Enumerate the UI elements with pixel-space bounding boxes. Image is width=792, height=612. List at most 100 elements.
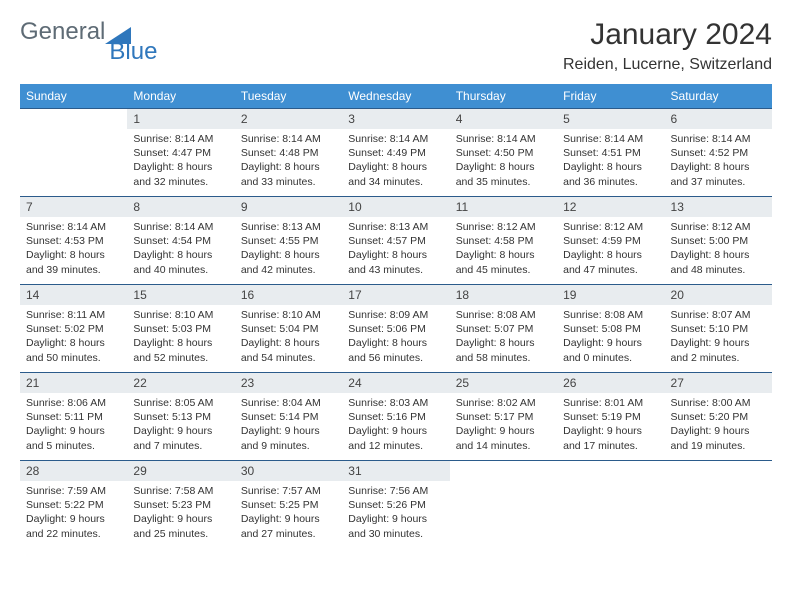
calendar-cell: 10Sunrise: 8:13 AMSunset: 4:57 PMDayligh… xyxy=(342,197,449,285)
daylight-line: Daylight: 9 hours and 30 minutes. xyxy=(348,512,443,540)
weekday-header: Thursday xyxy=(450,84,557,109)
sunrise-line: Sunrise: 7:56 AM xyxy=(348,484,443,498)
sunset-line: Sunset: 5:13 PM xyxy=(133,410,228,424)
day-body: Sunrise: 8:04 AMSunset: 5:14 PMDaylight:… xyxy=(235,393,342,459)
calendar-cell: 2Sunrise: 8:14 AMSunset: 4:48 PMDaylight… xyxy=(235,109,342,197)
calendar-body: 1Sunrise: 8:14 AMSunset: 4:47 PMDaylight… xyxy=(20,109,772,549)
daylight-line: Daylight: 8 hours and 47 minutes. xyxy=(563,248,658,276)
calendar-cell: 22Sunrise: 8:05 AMSunset: 5:13 PMDayligh… xyxy=(127,373,234,461)
calendar-cell: 21Sunrise: 8:06 AMSunset: 5:11 PMDayligh… xyxy=(20,373,127,461)
day-body: Sunrise: 8:13 AMSunset: 4:55 PMDaylight:… xyxy=(235,217,342,283)
day-number: 27 xyxy=(665,373,772,393)
calendar-cell: 6Sunrise: 8:14 AMSunset: 4:52 PMDaylight… xyxy=(665,109,772,197)
day-number: 8 xyxy=(127,197,234,217)
sunrise-line: Sunrise: 8:12 AM xyxy=(671,220,766,234)
day-body: Sunrise: 8:03 AMSunset: 5:16 PMDaylight:… xyxy=(342,393,449,459)
sunset-line: Sunset: 5:11 PM xyxy=(26,410,121,424)
sunset-line: Sunset: 5:10 PM xyxy=(671,322,766,336)
day-number: 30 xyxy=(235,461,342,481)
day-number: 20 xyxy=(665,285,772,305)
day-body: Sunrise: 7:57 AMSunset: 5:25 PMDaylight:… xyxy=(235,481,342,547)
calendar-cell: 25Sunrise: 8:02 AMSunset: 5:17 PMDayligh… xyxy=(450,373,557,461)
sunrise-line: Sunrise: 8:12 AM xyxy=(456,220,551,234)
weekday-header: Sunday xyxy=(20,84,127,109)
day-body: Sunrise: 8:14 AMSunset: 4:50 PMDaylight:… xyxy=(450,129,557,195)
sunrise-line: Sunrise: 8:10 AM xyxy=(241,308,336,322)
day-number: 13 xyxy=(665,197,772,217)
daylight-line: Daylight: 9 hours and 9 minutes. xyxy=(241,424,336,452)
calendar-cell: 8Sunrise: 8:14 AMSunset: 4:54 PMDaylight… xyxy=(127,197,234,285)
daylight-line: Daylight: 8 hours and 58 minutes. xyxy=(456,336,551,364)
day-body: Sunrise: 8:14 AMSunset: 4:48 PMDaylight:… xyxy=(235,129,342,195)
day-body: Sunrise: 8:14 AMSunset: 4:47 PMDaylight:… xyxy=(127,129,234,195)
day-number: 9 xyxy=(235,197,342,217)
sunrise-line: Sunrise: 8:06 AM xyxy=(26,396,121,410)
day-body: Sunrise: 8:12 AMSunset: 5:00 PMDaylight:… xyxy=(665,217,772,283)
calendar-cell: 4Sunrise: 8:14 AMSunset: 4:50 PMDaylight… xyxy=(450,109,557,197)
day-number: 21 xyxy=(20,373,127,393)
daylight-line: Daylight: 9 hours and 17 minutes. xyxy=(563,424,658,452)
daylight-line: Daylight: 9 hours and 5 minutes. xyxy=(26,424,121,452)
daylight-line: Daylight: 8 hours and 37 minutes. xyxy=(671,160,766,188)
sunrise-line: Sunrise: 7:59 AM xyxy=(26,484,121,498)
daylight-line: Daylight: 8 hours and 33 minutes. xyxy=(241,160,336,188)
sunrise-line: Sunrise: 8:14 AM xyxy=(133,220,228,234)
brand-part1: General xyxy=(20,18,105,46)
day-body: Sunrise: 8:13 AMSunset: 4:57 PMDaylight:… xyxy=(342,217,449,283)
weekday-row: SundayMondayTuesdayWednesdayThursdayFrid… xyxy=(20,84,772,109)
calendar-cell: 19Sunrise: 8:08 AMSunset: 5:08 PMDayligh… xyxy=(557,285,664,373)
daylight-line: Daylight: 8 hours and 40 minutes. xyxy=(133,248,228,276)
sunset-line: Sunset: 5:26 PM xyxy=(348,498,443,512)
calendar-cell: 17Sunrise: 8:09 AMSunset: 5:06 PMDayligh… xyxy=(342,285,449,373)
day-number: 15 xyxy=(127,285,234,305)
sunrise-line: Sunrise: 8:09 AM xyxy=(348,308,443,322)
sunrise-line: Sunrise: 8:04 AM xyxy=(241,396,336,410)
sunset-line: Sunset: 5:23 PM xyxy=(133,498,228,512)
daylight-line: Daylight: 8 hours and 42 minutes. xyxy=(241,248,336,276)
sunrise-line: Sunrise: 8:14 AM xyxy=(241,132,336,146)
sunset-line: Sunset: 5:19 PM xyxy=(563,410,658,424)
weekday-header: Tuesday xyxy=(235,84,342,109)
sunrise-line: Sunrise: 8:07 AM xyxy=(671,308,766,322)
daylight-line: Daylight: 8 hours and 35 minutes. xyxy=(456,160,551,188)
sunset-line: Sunset: 4:48 PM xyxy=(241,146,336,160)
calendar-cell: 30Sunrise: 7:57 AMSunset: 5:25 PMDayligh… xyxy=(235,461,342,549)
daylight-line: Daylight: 9 hours and 25 minutes. xyxy=(133,512,228,540)
daylight-line: Daylight: 8 hours and 52 minutes. xyxy=(133,336,228,364)
daylight-line: Daylight: 8 hours and 48 minutes. xyxy=(671,248,766,276)
calendar-cell: 3Sunrise: 8:14 AMSunset: 4:49 PMDaylight… xyxy=(342,109,449,197)
calendar-cell: 9Sunrise: 8:13 AMSunset: 4:55 PMDaylight… xyxy=(235,197,342,285)
calendar-row: 21Sunrise: 8:06 AMSunset: 5:11 PMDayligh… xyxy=(20,373,772,461)
sunset-line: Sunset: 5:16 PM xyxy=(348,410,443,424)
sunset-line: Sunset: 5:02 PM xyxy=(26,322,121,336)
day-body: Sunrise: 8:14 AMSunset: 4:51 PMDaylight:… xyxy=(557,129,664,195)
sunrise-line: Sunrise: 8:08 AM xyxy=(456,308,551,322)
day-body: Sunrise: 8:10 AMSunset: 5:03 PMDaylight:… xyxy=(127,305,234,371)
day-number: 19 xyxy=(557,285,664,305)
calendar-row: 28Sunrise: 7:59 AMSunset: 5:22 PMDayligh… xyxy=(20,461,772,549)
calendar-cell: 12Sunrise: 8:12 AMSunset: 4:59 PMDayligh… xyxy=(557,197,664,285)
day-body: Sunrise: 8:10 AMSunset: 5:04 PMDaylight:… xyxy=(235,305,342,371)
day-body: Sunrise: 8:11 AMSunset: 5:02 PMDaylight:… xyxy=(20,305,127,371)
sunset-line: Sunset: 5:25 PM xyxy=(241,498,336,512)
day-body: Sunrise: 8:12 AMSunset: 4:58 PMDaylight:… xyxy=(450,217,557,283)
day-number: 5 xyxy=(557,109,664,129)
location-line: Reiden, Lucerne, Switzerland xyxy=(563,56,772,74)
sunrise-line: Sunrise: 8:14 AM xyxy=(671,132,766,146)
weekday-header: Wednesday xyxy=(342,84,449,109)
daylight-line: Daylight: 8 hours and 45 minutes. xyxy=(456,248,551,276)
sunrise-line: Sunrise: 8:08 AM xyxy=(563,308,658,322)
day-body: Sunrise: 8:06 AMSunset: 5:11 PMDaylight:… xyxy=(20,393,127,459)
calendar-cell xyxy=(450,461,557,549)
sunrise-line: Sunrise: 8:01 AM xyxy=(563,396,658,410)
title-block: January 2024 Reiden, Lucerne, Switzerlan… xyxy=(563,18,772,74)
day-number: 7 xyxy=(20,197,127,217)
day-body: Sunrise: 8:14 AMSunset: 4:54 PMDaylight:… xyxy=(127,217,234,283)
day-number: 23 xyxy=(235,373,342,393)
calendar-cell: 20Sunrise: 8:07 AMSunset: 5:10 PMDayligh… xyxy=(665,285,772,373)
sunset-line: Sunset: 4:49 PM xyxy=(348,146,443,160)
day-body: Sunrise: 8:12 AMSunset: 4:59 PMDaylight:… xyxy=(557,217,664,283)
day-number: 14 xyxy=(20,285,127,305)
calendar-cell: 23Sunrise: 8:04 AMSunset: 5:14 PMDayligh… xyxy=(235,373,342,461)
sunrise-line: Sunrise: 8:10 AM xyxy=(133,308,228,322)
